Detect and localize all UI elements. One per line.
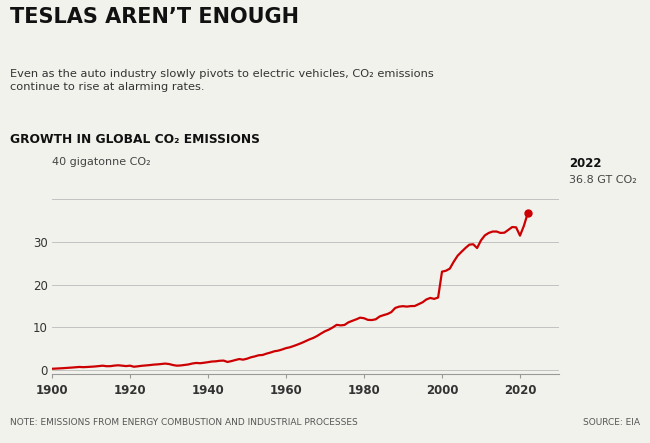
- Text: NOTE: EMISSIONS FROM ENERGY COMBUSTION AND INDUSTRIAL PROCESSES: NOTE: EMISSIONS FROM ENERGY COMBUSTION A…: [10, 419, 358, 427]
- Text: SOURCE: EIA: SOURCE: EIA: [583, 419, 640, 427]
- Text: TESLAS AREN’T ENOUGH: TESLAS AREN’T ENOUGH: [10, 7, 299, 27]
- Text: 2022: 2022: [569, 157, 601, 170]
- Text: 36.8 GT CO₂: 36.8 GT CO₂: [569, 175, 636, 185]
- Text: Even as the auto industry slowly pivots to electric vehicles, CO₂ emissions
cont: Even as the auto industry slowly pivots …: [10, 69, 434, 92]
- Text: 40 gigatonne CO₂: 40 gigatonne CO₂: [52, 157, 151, 167]
- Text: GROWTH IN GLOBAL CO₂ EMISSIONS: GROWTH IN GLOBAL CO₂ EMISSIONS: [10, 133, 259, 146]
